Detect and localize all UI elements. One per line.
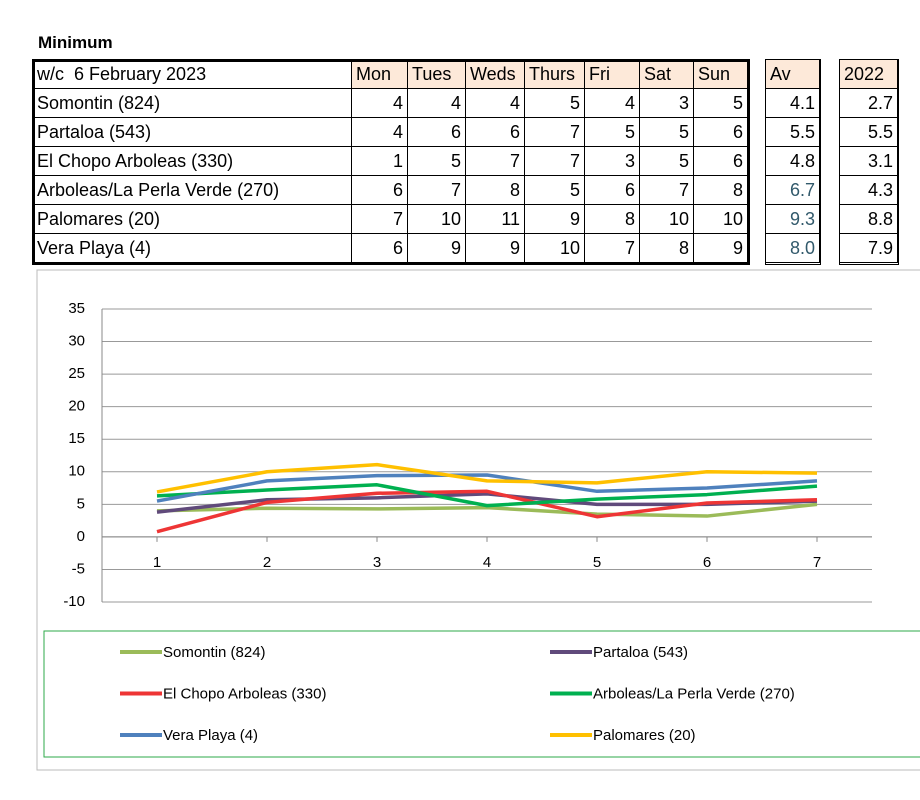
table-cell: 7	[640, 176, 694, 205]
table-cell: 3	[640, 89, 694, 118]
y-tick-label: 35	[68, 300, 85, 317]
column-border	[765, 59, 821, 265]
table-cell: 4.1	[766, 89, 820, 118]
x-tick-label: 3	[373, 554, 381, 571]
y-tick-label: 15	[68, 430, 85, 447]
table-border	[32, 59, 750, 265]
y-tick-label: -5	[72, 560, 85, 577]
table-cell: 8	[585, 205, 640, 234]
header-cell: Sun	[694, 60, 748, 89]
table-cell: 7	[525, 147, 585, 176]
header-cell: Fri	[585, 60, 640, 89]
table-cell: 9.3	[766, 205, 820, 234]
header-cell: Weds	[466, 60, 525, 89]
y-tick-label: 20	[68, 398, 85, 415]
series-line	[156, 473, 818, 503]
header-cell: Av	[766, 60, 820, 89]
x-tick-label: 2	[263, 554, 271, 571]
table-cell: 4.3	[840, 176, 898, 205]
table-cell: 7	[352, 205, 408, 234]
table-cell: 10	[408, 205, 466, 234]
table-cell: 3	[585, 147, 640, 176]
x-tick-label: 7	[813, 554, 821, 571]
table-cell: Somontin (824)	[33, 89, 352, 118]
table-cell: 5	[408, 147, 466, 176]
table-cell: 7	[408, 176, 466, 205]
table-cell: Arboleas/La Perla Verde (270)	[33, 176, 352, 205]
table-cell: 11	[466, 205, 525, 234]
legend-label: Vera Playa (4)	[163, 727, 258, 744]
table-cell: 5	[640, 147, 694, 176]
x-tick-label: 6	[703, 554, 711, 571]
table-cell: 4	[585, 89, 640, 118]
table-cell: 9	[525, 205, 585, 234]
table-cell: 4	[408, 89, 466, 118]
x-tick-label: 4	[483, 554, 491, 571]
legend-label: El Chopo Arboleas (330)	[163, 685, 326, 702]
header-cell: 2022	[840, 60, 898, 89]
x-tick-label: 1	[153, 554, 161, 571]
table-cell: 5	[525, 89, 585, 118]
legend-label: Somontin (824)	[163, 644, 266, 661]
header-cell: w/c 6 February 2023	[33, 60, 352, 89]
legend-label: Palomares (20)	[593, 727, 696, 744]
y-tick-label: 5	[77, 495, 85, 512]
series-line	[156, 462, 818, 494]
table-cell: 5.5	[840, 118, 898, 147]
table-cell: 7.9	[840, 234, 898, 263]
table-cell: Partaloa (543)	[33, 118, 352, 147]
series-line	[156, 502, 818, 518]
y-tick-label: 30	[68, 333, 85, 350]
table-cell: 4	[466, 89, 525, 118]
legend-label: Arboleas/La Perla Verde (270)	[593, 685, 795, 702]
table-cell: 6	[466, 118, 525, 147]
legend-label: Partaloa (543)	[593, 644, 688, 661]
chart-frame	[36, 269, 920, 771]
series-line	[156, 489, 818, 534]
sheet-title: Minimum	[38, 33, 113, 52]
legend-frame	[43, 630, 920, 758]
series-line	[156, 483, 818, 508]
table-cell: 8.0	[766, 234, 820, 263]
table-cell: 5	[585, 118, 640, 147]
header-cell: Thurs	[525, 60, 585, 89]
table-cell: 5	[525, 176, 585, 205]
header-cell: Mon	[352, 60, 408, 89]
table-cell: Palomares (20)	[33, 205, 352, 234]
y-tick-label: 25	[68, 365, 85, 382]
table-cell: 2.7	[840, 89, 898, 118]
table-cell: El Chopo Arboleas (330)	[33, 147, 352, 176]
table-cell: 6	[408, 118, 466, 147]
table-cell: 6.7	[766, 176, 820, 205]
table-cell: 6	[352, 176, 408, 205]
table-cell: 7	[525, 118, 585, 147]
table-cell: 4.8	[766, 147, 820, 176]
header-cell: Sat	[640, 60, 694, 89]
header-cell: Tues	[408, 60, 466, 89]
table-cell: 10	[640, 205, 694, 234]
table-cell: 5.5	[766, 118, 820, 147]
y-tick-label: 10	[68, 463, 85, 480]
table-cell: 6	[585, 176, 640, 205]
x-tick-label: 5	[593, 554, 601, 571]
y-tick-label: 0	[77, 528, 85, 545]
column-border	[839, 59, 899, 265]
table-cell: 5	[640, 118, 694, 147]
table-cell: 4	[352, 118, 408, 147]
table-cell: 8.8	[840, 205, 898, 234]
y-tick-label: -10	[63, 593, 85, 610]
table-cell: 8	[466, 176, 525, 205]
table-cell: 7	[466, 147, 525, 176]
table-cell: 1	[352, 147, 408, 176]
table-cell: 3.1	[840, 147, 898, 176]
table-cell: 4	[352, 89, 408, 118]
